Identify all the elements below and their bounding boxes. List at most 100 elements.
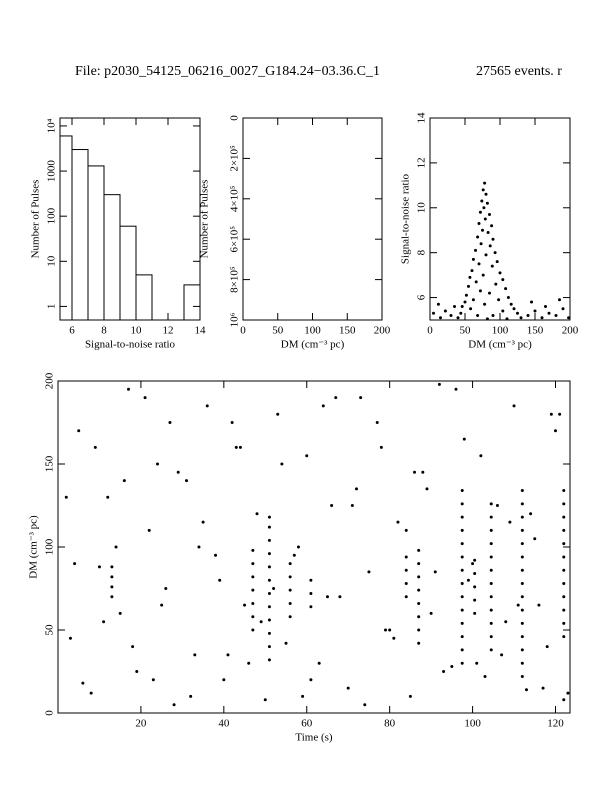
histogram-bar bbox=[135, 274, 153, 320]
point bbox=[506, 296, 510, 300]
point bbox=[512, 307, 516, 311]
point bbox=[488, 213, 491, 217]
y-tick-label: 10 bbox=[416, 202, 428, 214]
point bbox=[460, 502, 464, 506]
point bbox=[267, 658, 271, 662]
point bbox=[272, 587, 276, 590]
point bbox=[288, 575, 292, 579]
point bbox=[450, 665, 454, 669]
point bbox=[504, 620, 508, 624]
point bbox=[404, 595, 408, 599]
y-tick-label: 1000 bbox=[46, 160, 58, 183]
point bbox=[520, 502, 524, 506]
point bbox=[489, 528, 493, 532]
y-tick-label: 10⁶ bbox=[229, 312, 241, 327]
point bbox=[251, 548, 255, 552]
point bbox=[483, 181, 487, 185]
x-tick-label: 20 bbox=[135, 718, 147, 730]
point bbox=[473, 572, 477, 576]
point bbox=[432, 311, 435, 315]
point bbox=[520, 542, 524, 546]
point bbox=[520, 635, 524, 639]
point bbox=[488, 244, 492, 248]
y-tick-label: 8×10⁵ bbox=[229, 266, 241, 293]
point bbox=[222, 678, 226, 682]
y-tick-label: 6×10⁵ bbox=[229, 226, 241, 253]
point bbox=[520, 489, 524, 493]
point bbox=[301, 694, 305, 698]
point bbox=[520, 568, 524, 572]
histogram-bar bbox=[183, 284, 200, 320]
point bbox=[168, 421, 172, 424]
subtitle: 27565 events. r bbox=[476, 64, 562, 79]
point bbox=[498, 271, 502, 275]
y-tick-label: 100 bbox=[44, 538, 56, 555]
point bbox=[464, 293, 468, 297]
point bbox=[226, 653, 230, 657]
point bbox=[489, 635, 493, 639]
point bbox=[321, 404, 325, 408]
point bbox=[417, 615, 421, 619]
point bbox=[524, 688, 528, 692]
point bbox=[520, 528, 524, 532]
x-tick-label: 100 bbox=[304, 325, 321, 337]
point bbox=[562, 595, 566, 599]
x-tick-label: 200 bbox=[562, 325, 579, 337]
point bbox=[379, 445, 383, 449]
point bbox=[474, 280, 478, 284]
point bbox=[500, 653, 504, 657]
point bbox=[325, 595, 329, 599]
point bbox=[486, 230, 490, 234]
point bbox=[540, 316, 544, 320]
point bbox=[404, 582, 408, 586]
point bbox=[189, 694, 193, 698]
point bbox=[317, 661, 321, 665]
point bbox=[230, 421, 234, 424]
point bbox=[263, 698, 267, 702]
point bbox=[417, 601, 421, 605]
point bbox=[243, 603, 247, 607]
point bbox=[530, 300, 533, 304]
point bbox=[460, 515, 464, 519]
point bbox=[520, 661, 524, 665]
point bbox=[547, 311, 551, 315]
x-tick-label: 150 bbox=[527, 325, 544, 337]
point bbox=[396, 520, 400, 524]
point bbox=[131, 645, 135, 649]
chart: 0 50 100 150 200 0 2×10⁵ 4×10⁵ 6×10⁵ 8×10⁵ 10⁶ DM (… bbox=[199, 115, 391, 351]
point bbox=[460, 661, 464, 665]
point bbox=[471, 298, 475, 302]
point bbox=[404, 528, 408, 532]
point bbox=[562, 621, 566, 625]
point bbox=[417, 641, 421, 645]
point bbox=[489, 595, 493, 599]
point bbox=[251, 628, 255, 632]
point bbox=[476, 235, 480, 239]
point bbox=[562, 635, 566, 639]
point bbox=[267, 515, 271, 519]
point bbox=[247, 661, 251, 665]
x-tick-label: 50 bbox=[272, 325, 284, 337]
point bbox=[483, 302, 487, 306]
point bbox=[408, 694, 412, 698]
y-tick-label: 10⁴ bbox=[46, 118, 58, 133]
point bbox=[488, 291, 491, 295]
point bbox=[475, 661, 479, 665]
point bbox=[425, 487, 429, 491]
histogram-bar bbox=[103, 194, 121, 320]
point bbox=[267, 631, 271, 635]
x-axis-label: DM (cm⁻³ pc) bbox=[468, 339, 532, 351]
point bbox=[562, 582, 566, 586]
point bbox=[567, 316, 570, 320]
x-tick-label: 10 bbox=[131, 325, 143, 337]
point bbox=[463, 300, 467, 304]
point bbox=[505, 317, 509, 320]
point bbox=[338, 595, 342, 599]
point bbox=[562, 555, 566, 559]
frame bbox=[57, 380, 571, 714]
point bbox=[520, 555, 524, 559]
point bbox=[561, 307, 565, 311]
point bbox=[509, 302, 513, 306]
point bbox=[562, 515, 566, 519]
frame bbox=[59, 117, 201, 321]
